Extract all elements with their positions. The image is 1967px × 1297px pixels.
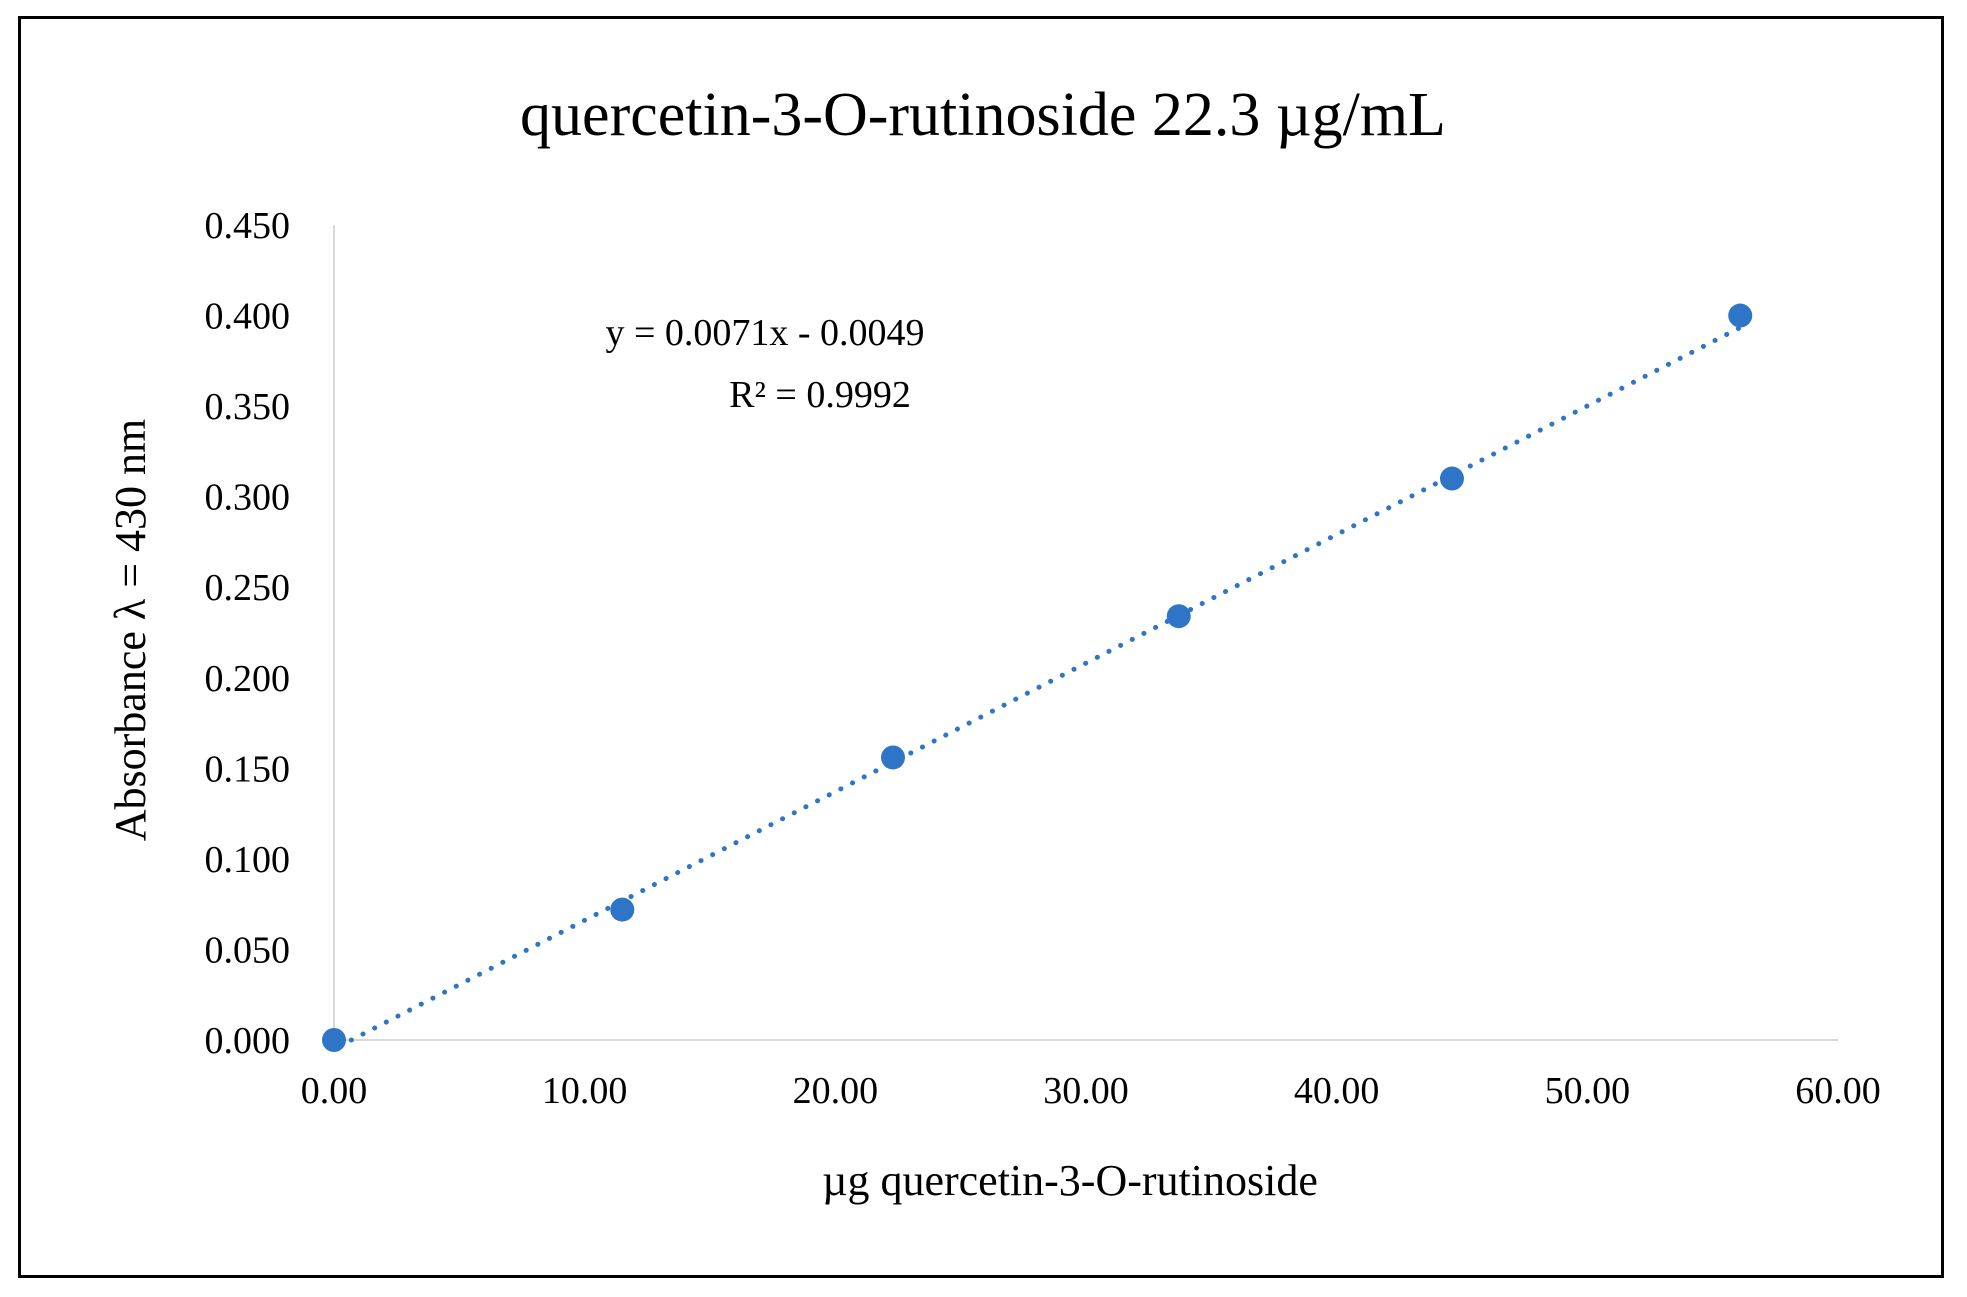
y-tick-label: 0.000 (205, 1020, 291, 1062)
data-point (1439, 466, 1464, 491)
y-tick-label: 0.150 (205, 748, 291, 790)
y-tick-label: 0.250 (205, 567, 291, 609)
chart-title: quercetin-3-O-rutinoside 22.3 µg/mL (520, 81, 1446, 149)
data-point (1728, 303, 1753, 328)
x-tick-label: 40.00 (1294, 1070, 1380, 1112)
data-point (880, 745, 905, 770)
x-tick-label: 20.00 (793, 1070, 879, 1112)
x-tick-label: 60.00 (1795, 1070, 1881, 1112)
y-tick-labels: 0.000 0.050 0.100 0.150 0.200 0.250 0.300 0.350… (205, 205, 291, 1062)
x-axis-label: µg quercetin-3-O-rutinoside (822, 1156, 1318, 1205)
x-tick-labels: 0.00 10.00 20.00 30.00 40.00 50.00 60.00 (301, 1070, 1881, 1112)
data-point (322, 1028, 346, 1052)
chart-frame (18, 16, 1944, 1278)
y-tick-label: 0.050 (205, 929, 291, 971)
data-point (1166, 604, 1191, 629)
x-tick-label: 0.00 (301, 1070, 368, 1112)
x-tick-label: 30.00 (1043, 1070, 1129, 1112)
y-tick-label: 0.300 (205, 477, 291, 519)
y-tick-label: 0.450 (205, 205, 291, 247)
x-tick-label: 50.00 (1545, 1070, 1631, 1112)
data-point (610, 897, 635, 922)
x-tick-label: 10.00 (542, 1070, 628, 1112)
trendline-equation: y = 0.0071x - 0.0049 (605, 312, 924, 354)
y-tick-label: 0.400 (205, 296, 291, 338)
data-points (322, 303, 1753, 1052)
y-axis-label: Absorbance λ = 430 nm (106, 419, 155, 842)
trendline (348, 324, 1743, 1043)
y-tick-label: 0.100 (205, 839, 291, 881)
y-tick-label: 0.200 (205, 658, 291, 700)
y-tick-label: 0.350 (205, 386, 291, 428)
r-squared-label: R² = 0.9992 (729, 374, 911, 416)
